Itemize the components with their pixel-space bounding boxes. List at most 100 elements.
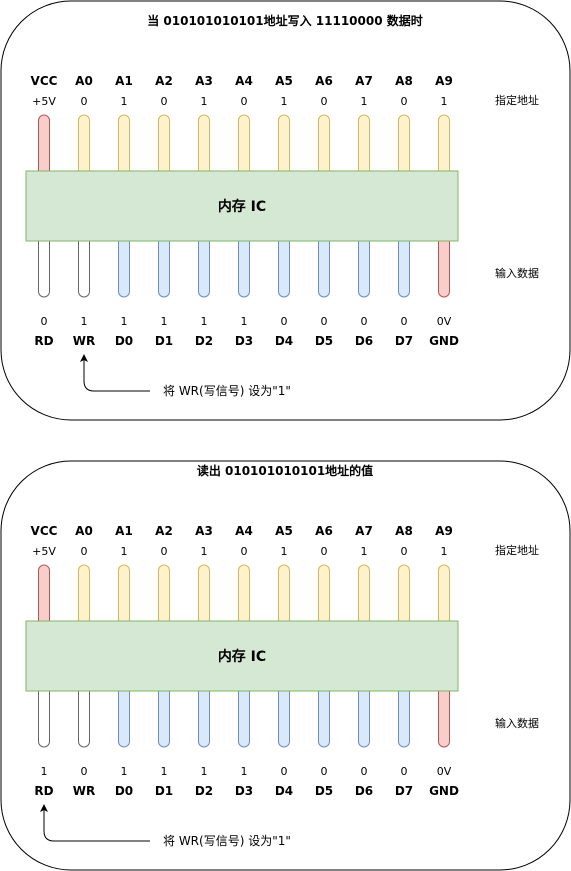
pin-value-d6: 0 [361, 315, 368, 328]
panel-frame [0, 0, 571, 421]
pin-a8-top [398, 114, 410, 181]
pin-value-d1: 1 [161, 765, 168, 778]
panel-2: 读出 010101010101地址的值 VCC +5V A0 0 A1 1 A2 0 A3 1 A4 0… [0, 460, 571, 871]
pin-label-a4: A4 [235, 524, 253, 538]
pin-a1-top [118, 114, 130, 181]
pin-label-a5: A5 [275, 74, 293, 88]
pin-d4-bottom [278, 681, 290, 748]
annotation-text: 将 WR(写信号) 设为"1" [163, 384, 291, 398]
pin-a5-top [278, 564, 290, 631]
pin-label-d7: D7 [395, 334, 413, 348]
pin-label-a1: A1 [115, 524, 133, 538]
pin-d7-bottom [398, 681, 410, 748]
address-side-label: 指定地址 [495, 543, 539, 557]
pin-a9-top [438, 564, 450, 631]
pin-value-d4: 0 [281, 315, 288, 328]
pin-value-a6: 0 [321, 545, 328, 558]
pin-label-d4: D4 [275, 784, 293, 798]
pin-a7-top [358, 564, 370, 631]
pin-label-d6: D6 [355, 334, 373, 348]
pin-value-a8: 0 [401, 95, 408, 108]
pin-d2-bottom [198, 681, 210, 748]
pin-d0-bottom [118, 681, 130, 748]
pin-label-d3: D3 [235, 784, 253, 798]
pin-value-a8: 0 [401, 545, 408, 558]
pin-d5-bottom [318, 231, 330, 298]
pin-label-a5: A5 [275, 524, 293, 538]
pin-label-a9: A9 [435, 74, 453, 88]
pin-a9-top [438, 114, 450, 181]
pin-label-vcc: VCC [31, 524, 58, 538]
pin-value-d5: 0 [321, 315, 328, 328]
pin-value-a5: 1 [281, 545, 288, 558]
pin-a8-top [398, 564, 410, 631]
pin-label-rd: RD [34, 784, 53, 798]
pin-value-rd: 0 [41, 315, 48, 328]
annotation-arrow [80, 354, 150, 392]
pin-a4-top [238, 564, 250, 631]
pin-value-d6: 0 [361, 765, 368, 778]
pin-value-a1: 1 [121, 545, 128, 558]
pin-d6-bottom [358, 231, 370, 298]
address-side-label: 指定地址 [495, 93, 539, 107]
pin-label-a3: A3 [195, 524, 213, 538]
pin-a1-top [118, 564, 130, 631]
pin-vcc-top [38, 564, 50, 631]
pin-label-a7: A7 [355, 74, 373, 88]
pin-label-a0: A0 [75, 524, 93, 538]
pin-label-a6: A6 [315, 74, 333, 88]
pin-a6-top [318, 564, 330, 631]
pin-label-d1: D1 [155, 334, 173, 348]
annotation-text: 将 WR(写信号) 设为"1" [163, 834, 291, 848]
pin-a7-top [358, 114, 370, 181]
pin-label-d2: D2 [195, 334, 213, 348]
pin-label-a7: A7 [355, 524, 373, 538]
pin-label-wr: WR [73, 784, 95, 798]
pin-value-a0: 0 [81, 545, 88, 558]
pin-value-gnd: 0V [437, 315, 452, 328]
chip-label: 内存 IC [218, 198, 266, 215]
data-side-label: 输入数据 [495, 266, 539, 280]
pin-a4-top [238, 114, 250, 181]
pin-label-a4: A4 [235, 74, 253, 88]
pin-value-d0: 1 [121, 315, 128, 328]
pin-a5-top [278, 114, 290, 181]
pin-label-a3: A3 [195, 74, 213, 88]
pin-value-a4: 0 [241, 95, 248, 108]
pin-d1-bottom [158, 681, 170, 748]
pin-a3-top [198, 564, 210, 631]
pin-a2-top [158, 564, 170, 631]
pin-value-d2: 1 [201, 765, 208, 778]
panel-title: 读出 010101010101地址的值 [197, 463, 373, 478]
pin-d6-bottom [358, 681, 370, 748]
panel-title: 当 010101010101地址写入 11110000 数据时 [147, 13, 423, 28]
pin-value-gnd: 0V [437, 765, 452, 778]
pin-value-a9: 1 [441, 545, 448, 558]
pin-label-d0: D0 [115, 784, 133, 798]
pin-value-d3: 1 [241, 765, 248, 778]
pin-d0-bottom [118, 231, 130, 298]
annotation-arrow [40, 804, 150, 842]
pin-gnd-bottom [438, 681, 450, 748]
pin-label-d4: D4 [275, 334, 293, 348]
pin-a0-top [78, 114, 90, 181]
memory-ic-chip [25, 170, 459, 242]
pin-value-a3: 1 [201, 95, 208, 108]
pin-label-d1: D1 [155, 784, 173, 798]
pin-d7-bottom [398, 231, 410, 298]
pin-label-a8: A8 [395, 74, 413, 88]
pin-a0-top [78, 564, 90, 631]
pin-wr-bottom [78, 681, 90, 748]
pin-value-vcc: +5V [32, 545, 56, 558]
pin-value-d4: 0 [281, 765, 288, 778]
pin-label-vcc: VCC [31, 74, 58, 88]
pin-label-a1: A1 [115, 74, 133, 88]
pin-wr-bottom [78, 231, 90, 298]
pin-value-wr: 0 [81, 765, 88, 778]
pin-rd-bottom [38, 231, 50, 298]
pin-label-a0: A0 [75, 74, 93, 88]
pin-value-a0: 0 [81, 95, 88, 108]
pin-value-d5: 0 [321, 765, 328, 778]
pin-value-a2: 0 [161, 95, 168, 108]
